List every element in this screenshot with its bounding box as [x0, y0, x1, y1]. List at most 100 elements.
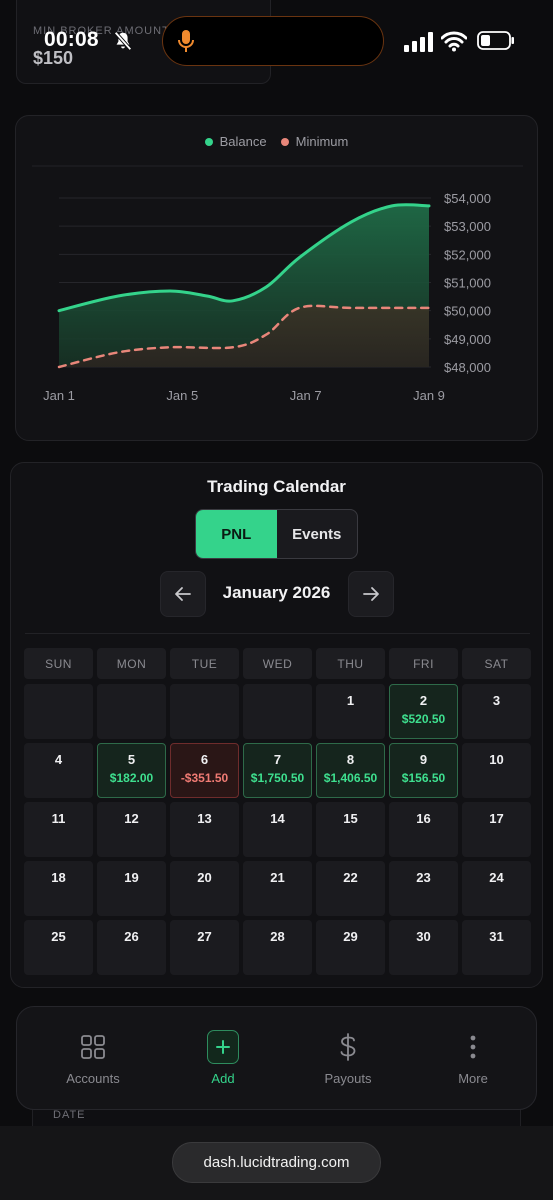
- calendar-day-24[interactable]: 24: [462, 861, 531, 916]
- day-number: 5: [127, 752, 136, 767]
- calendar-day-26[interactable]: 26: [97, 920, 166, 975]
- day-number: 15: [343, 811, 358, 826]
- calendar-day-15[interactable]: 15: [316, 802, 385, 857]
- next-month-button[interactable]: [348, 571, 394, 617]
- legend-balance[interactable]: Balance: [204, 134, 267, 149]
- calendar-day-31[interactable]: 31: [462, 920, 531, 975]
- bottom-nav: Accounts Add Payouts Mor: [16, 1006, 537, 1110]
- calendar-day-6[interactable]: 6 -$351.50: [170, 743, 239, 798]
- day-number: 31: [489, 929, 504, 944]
- min-amount-label: MIN BROKER AMOUNT: [33, 25, 170, 37]
- date-label: DATE: [53, 1109, 86, 1121]
- day-number: 10: [489, 752, 504, 767]
- calendar-day-25[interactable]: 25: [24, 920, 93, 975]
- legend-minimum[interactable]: Minimum: [280, 134, 349, 149]
- calendar-day-1[interactable]: 1: [316, 684, 385, 739]
- arrow-left-icon: [175, 587, 191, 601]
- y-tick-label: $53,000: [444, 219, 491, 234]
- x-tick-label: Jan 7: [290, 388, 322, 403]
- nav-more[interactable]: More: [408, 1007, 538, 1111]
- more-vertical-icon: [457, 1031, 489, 1063]
- calendar-day-16[interactable]: 16: [389, 802, 458, 857]
- day-number: 21: [270, 870, 285, 885]
- calendar-day-29[interactable]: 29: [316, 920, 385, 975]
- calendar-day-27[interactable]: 27: [170, 920, 239, 975]
- calendar-day-18[interactable]: 18: [24, 861, 93, 916]
- y-tick-label: $52,000: [444, 247, 491, 262]
- day-pnl: -$351.50: [180, 771, 229, 785]
- calendar-day-20[interactable]: 20: [170, 861, 239, 916]
- tab-events[interactable]: Events: [292, 525, 342, 543]
- bell-slash-icon: [114, 31, 132, 51]
- day-pnl: $182.00: [109, 771, 154, 785]
- prev-month-button[interactable]: [160, 571, 206, 617]
- x-tick-label: Jan 5: [166, 388, 198, 403]
- calendar-day-22[interactable]: 22: [316, 861, 385, 916]
- legend-minimum-label: Minimum: [295, 134, 349, 149]
- calendar-day-2[interactable]: 2 $520.50: [389, 684, 458, 739]
- chart-legend: Balance Minimum: [16, 134, 537, 149]
- x-tick-label: Jan 9: [413, 388, 445, 403]
- x-tick-label: Jan 1: [43, 388, 75, 403]
- nav-payouts-label: Payouts: [324, 1071, 372, 1086]
- legend-minimum-dot: [280, 137, 289, 146]
- calendar-view-toggle: PNL Events: [195, 509, 358, 559]
- day-number: 3: [492, 693, 501, 708]
- weekday-thu: THU: [316, 648, 385, 679]
- status-time: 00:08: [44, 28, 99, 51]
- calendar-empty-cell: [24, 684, 93, 739]
- weekday-sat: SAT: [462, 648, 531, 679]
- calendar-day-13[interactable]: 13: [170, 802, 239, 857]
- day-number: 12: [124, 811, 139, 826]
- legend-balance-dot: [204, 137, 213, 146]
- nav-accounts-label: Accounts: [66, 1071, 120, 1086]
- calendar-day-19[interactable]: 19: [97, 861, 166, 916]
- wifi-icon: [441, 31, 467, 52]
- calendar-day-23[interactable]: 23: [389, 861, 458, 916]
- plus-icon: [207, 1030, 239, 1064]
- nav-add-label: Add: [211, 1071, 235, 1086]
- calendar-days: 1 2 $520.50 3 4 5 $182.00 6 -$351.50 7 $1,750.50 8 $…: [24, 684, 534, 975]
- nav-add[interactable]: Add: [158, 1007, 288, 1111]
- nav-more-label: More: [458, 1071, 488, 1086]
- calendar-day-4[interactable]: 4: [24, 743, 93, 798]
- calendar-day-3[interactable]: 3: [462, 684, 531, 739]
- calendar-day-5[interactable]: 5 $182.00: [97, 743, 166, 798]
- nav-payouts[interactable]: Payouts: [283, 1007, 413, 1111]
- calendar-day-28[interactable]: 28: [243, 920, 312, 975]
- calendar-day-7[interactable]: 7 $1,750.50: [243, 743, 312, 798]
- series-line-balance[interactable]: [57, 203, 431, 313]
- weekday-fri: FRI: [389, 648, 458, 679]
- url-bar[interactable]: dash.lucidtrading.com: [172, 1142, 381, 1183]
- calendar-empty-cell: [243, 684, 312, 739]
- day-number: 27: [197, 929, 212, 944]
- microphone-icon: [178, 30, 194, 52]
- calendar-day-21[interactable]: 21: [243, 861, 312, 916]
- calendar-day-11[interactable]: 11: [24, 802, 93, 857]
- calendar-day-17[interactable]: 17: [462, 802, 531, 857]
- series-line-minimum[interactable]: [57, 304, 431, 369]
- day-number: 19: [124, 870, 139, 885]
- calendar-day-14[interactable]: 14: [243, 802, 312, 857]
- calendar-empty-cell: [170, 684, 239, 739]
- calendar-day-10[interactable]: 10: [462, 743, 531, 798]
- calendar-day-9[interactable]: 9 $156.50: [389, 743, 458, 798]
- tab-pnl[interactable]: PNL: [196, 510, 277, 558]
- legend-balance-label: Balance: [219, 134, 267, 149]
- calendar-day-12[interactable]: 12: [97, 802, 166, 857]
- day-number: 4: [54, 752, 63, 767]
- cellular-signal-icon: [404, 32, 433, 52]
- day-number: 30: [416, 929, 431, 944]
- y-tick-label: $54,000: [444, 191, 491, 206]
- day-pnl: $520.50: [401, 712, 446, 726]
- calendar-day-30[interactable]: 30: [389, 920, 458, 975]
- day-number: 13: [197, 811, 212, 826]
- balance-chart-card: Balance Minimum $54,000 $53,000 $52,000 $51…: [15, 115, 538, 441]
- day-number: 1: [346, 693, 355, 708]
- day-pnl: $1,750.50: [250, 771, 305, 785]
- calendar-day-8[interactable]: 8 $1,406.50: [316, 743, 385, 798]
- day-pnl: $1,406.50: [323, 771, 378, 785]
- nav-accounts[interactable]: Accounts: [28, 1007, 158, 1111]
- day-number: 18: [51, 870, 66, 885]
- calendar-grid: SUN MON TUE WED THU FRI SAT 1 2 $520.50 3 4 5 $182.0…: [24, 648, 534, 975]
